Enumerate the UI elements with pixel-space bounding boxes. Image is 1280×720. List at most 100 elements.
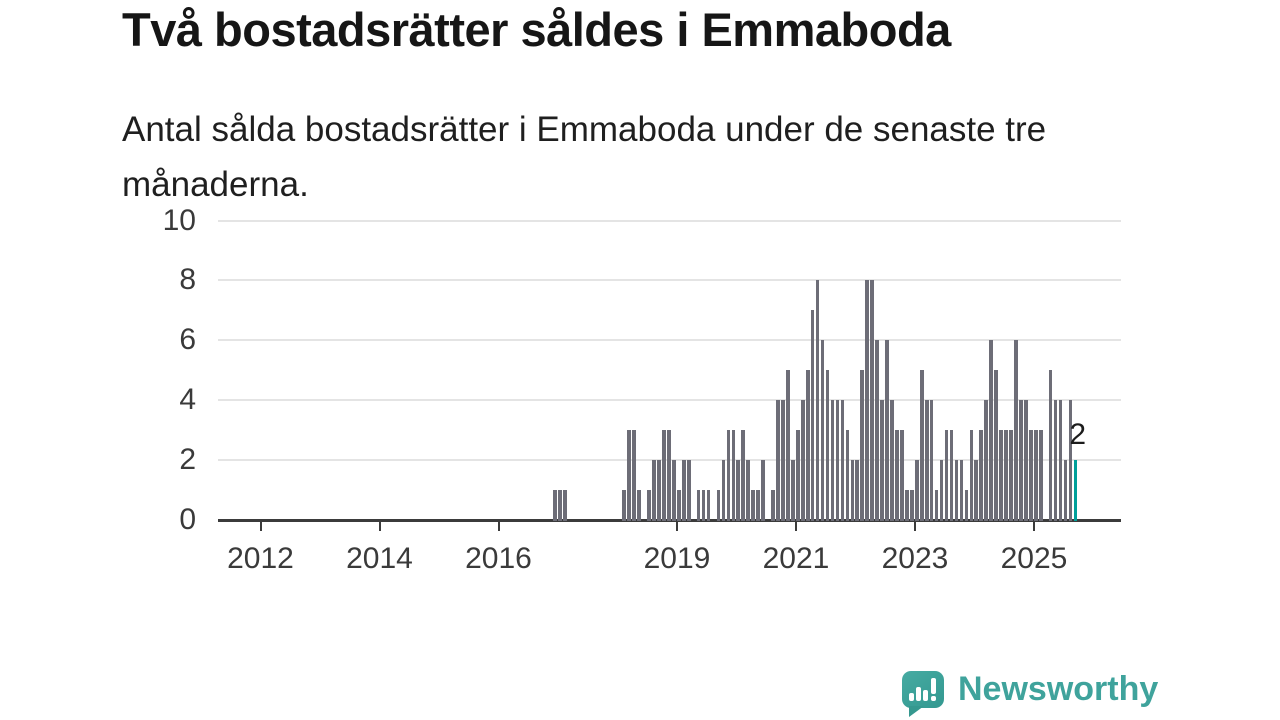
chart-subtitle: Antal sålda bostadsrätter i Emmaboda und… xyxy=(122,110,1047,204)
bar xyxy=(553,489,557,521)
bar xyxy=(1053,399,1058,521)
bar xyxy=(637,489,641,521)
bar xyxy=(974,459,979,521)
bar xyxy=(657,459,661,521)
bar xyxy=(667,429,671,521)
chart-title: Två bostadsrätter såldes i Emmaboda xyxy=(122,3,951,56)
bar xyxy=(1063,459,1068,521)
bar xyxy=(652,459,656,521)
bar xyxy=(662,429,666,521)
speech-bubble-tail xyxy=(909,706,924,717)
latest-month-bar xyxy=(1073,459,1078,521)
x-axis-label: 2021 xyxy=(762,542,830,575)
newsworthy-wordmark: Newsworthy xyxy=(958,670,1159,708)
bar xyxy=(805,370,810,521)
bar xyxy=(558,489,562,521)
bar xyxy=(731,429,736,521)
bar xyxy=(914,459,919,521)
bar xyxy=(746,459,750,521)
logo-exclamation-dot-icon xyxy=(931,696,936,701)
bar xyxy=(696,489,701,521)
bar xyxy=(786,370,790,521)
bar xyxy=(860,370,865,521)
bar xyxy=(944,429,949,521)
y-axis-label: 4 xyxy=(179,382,196,416)
bar xyxy=(900,429,904,521)
x-axis-label: 2019 xyxy=(643,542,711,575)
logo-bar-icon xyxy=(909,693,914,701)
bar xyxy=(751,489,755,521)
x-axis-tick xyxy=(378,521,381,531)
bar xyxy=(681,459,686,521)
bar xyxy=(810,310,815,521)
newsworthy-logo: Newsworthy xyxy=(902,670,1159,717)
x-axis-label: 2014 xyxy=(346,542,413,575)
bar xyxy=(954,459,959,521)
bar xyxy=(989,340,993,521)
bar xyxy=(890,399,894,521)
bar xyxy=(677,489,681,521)
x-axis-tick xyxy=(497,521,500,531)
bar xyxy=(934,489,939,521)
bar xyxy=(1029,429,1033,521)
bar xyxy=(984,399,988,521)
x-axis-tick xyxy=(259,521,262,531)
y-axis-label: 2 xyxy=(179,442,196,476)
logo-exclamation-stem-icon xyxy=(931,678,936,694)
bar xyxy=(672,459,676,521)
x-axis-tick xyxy=(1032,521,1035,531)
x-axis-tick xyxy=(913,521,916,531)
bar xyxy=(800,399,805,521)
bar xyxy=(632,429,636,521)
bar xyxy=(1058,399,1063,521)
bar xyxy=(627,429,631,521)
bar xyxy=(701,489,706,521)
y-axis-label: 6 xyxy=(179,323,196,357)
bar xyxy=(939,459,944,521)
bar xyxy=(686,459,691,521)
bar xyxy=(880,399,884,521)
bar xyxy=(1009,429,1013,521)
bar xyxy=(969,429,974,521)
bar xyxy=(820,340,825,521)
bar xyxy=(791,459,795,521)
y-axis-label: 8 xyxy=(179,263,196,297)
bar xyxy=(1019,399,1023,521)
bar xyxy=(1068,399,1073,521)
bar xyxy=(999,429,1003,521)
bar xyxy=(840,399,845,521)
bar xyxy=(1024,399,1028,521)
logo-bar-icon xyxy=(916,687,921,701)
bar xyxy=(776,399,780,521)
bar xyxy=(761,459,765,521)
bar xyxy=(781,399,785,521)
bar xyxy=(726,429,731,521)
y-axis-label: 10 xyxy=(162,203,196,237)
bar xyxy=(622,489,627,521)
bar xyxy=(647,489,651,521)
bar xyxy=(716,489,721,521)
bar xyxy=(875,340,879,521)
bar xyxy=(815,280,820,521)
bar xyxy=(756,489,760,521)
last-bar-annotation: 2 xyxy=(1069,418,1086,451)
grid-line xyxy=(218,398,1121,401)
grid-line xyxy=(218,279,1121,282)
bar xyxy=(964,489,969,521)
bar xyxy=(865,280,869,521)
x-axis-tick xyxy=(676,521,678,531)
x-axis-tick xyxy=(794,521,797,531)
bar xyxy=(562,489,567,521)
newsworthy-logo-icon xyxy=(902,671,944,717)
bar xyxy=(835,399,840,521)
bar xyxy=(706,489,711,521)
bar xyxy=(795,429,800,521)
bar xyxy=(959,459,964,521)
bar xyxy=(910,489,914,521)
bar xyxy=(825,370,830,521)
bar xyxy=(736,459,741,521)
bar xyxy=(870,280,874,521)
x-axis-label: 2012 xyxy=(227,542,294,575)
